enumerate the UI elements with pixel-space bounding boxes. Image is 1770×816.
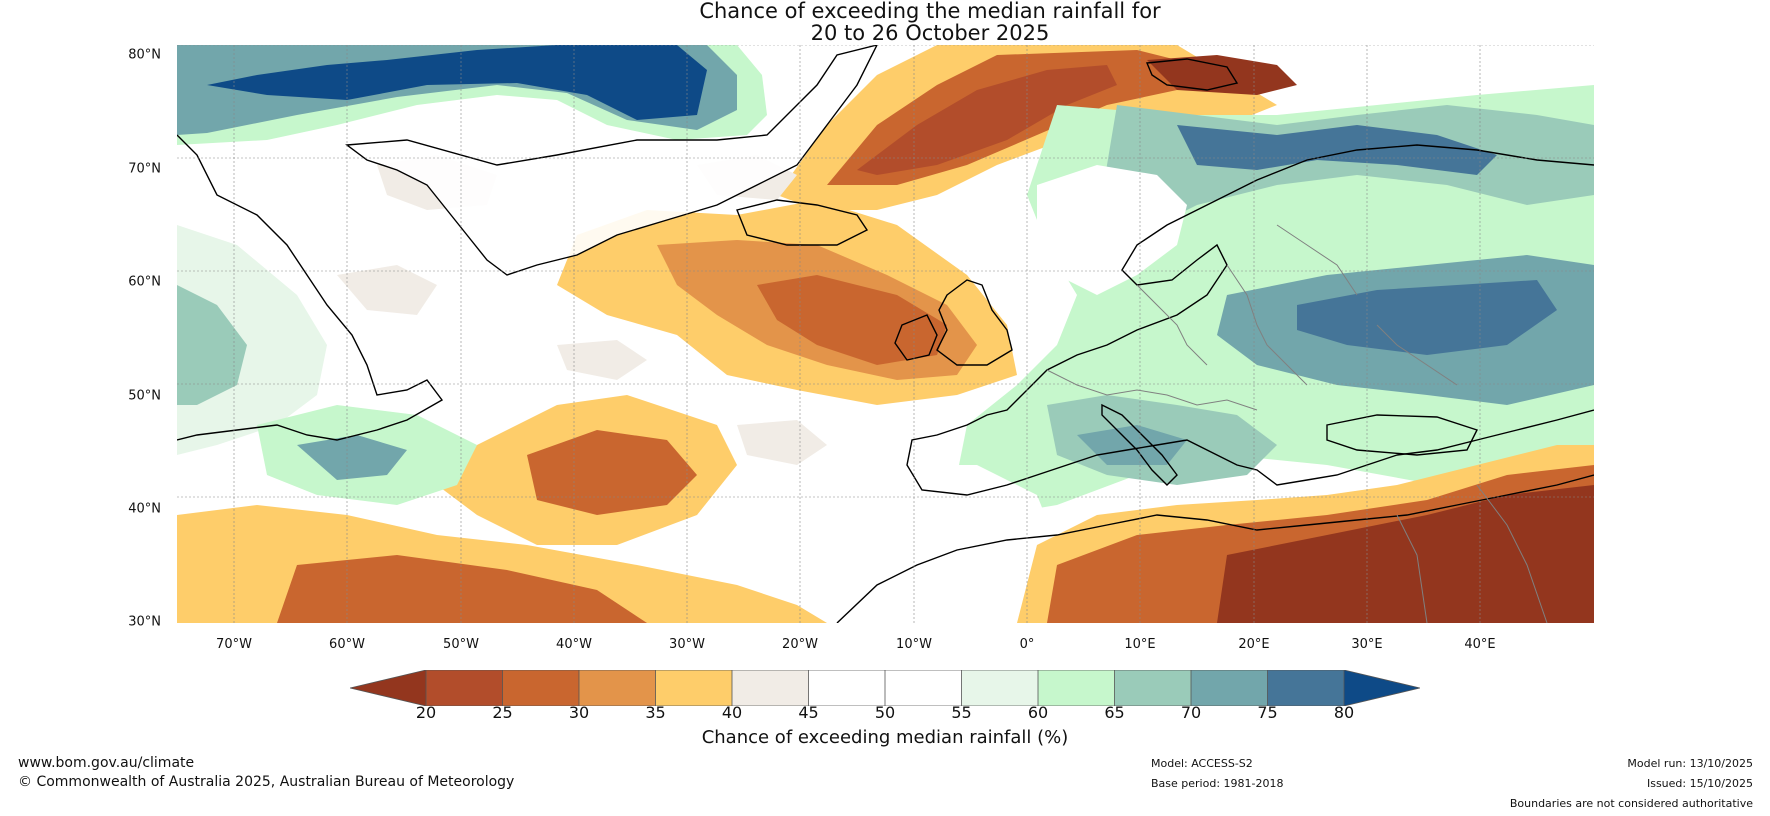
neutral-patch-5 bbox=[557, 340, 647, 380]
lowest-chance-region-middle-east bbox=[1217, 485, 1594, 623]
neutral-patch-3 bbox=[337, 265, 437, 315]
lowest-chance-region-barents bbox=[1147, 55, 1297, 95]
copyright-text: © Commonwealth of Australia 2025, Austra… bbox=[18, 774, 515, 790]
lat-label-70n: 70°N bbox=[128, 161, 161, 177]
lowest-chance-region-mid-atlantic bbox=[757, 275, 947, 365]
colorbar-segment-40-45 bbox=[732, 670, 809, 706]
colorbar-low-arrow bbox=[350, 670, 426, 706]
lon-label-70w: 70°W bbox=[216, 637, 252, 652]
colorbar-tick-65: 65 bbox=[1104, 703, 1125, 722]
neutral-region-central-europe bbox=[1037, 165, 1187, 295]
europe-coastline bbox=[906, 144, 1594, 496]
lower-chance-region-south bbox=[277, 555, 647, 623]
model-text: Model: ACCESS-S2 bbox=[1151, 757, 1253, 770]
iceland-coastline bbox=[736, 199, 869, 246]
colorbar-tick-20: 20 bbox=[415, 703, 437, 722]
great-britain-coastline bbox=[936, 279, 1013, 366]
lat-label-80n: 80°N bbox=[128, 47, 161, 63]
highest-chance-region-eastern-europe bbox=[1297, 280, 1557, 355]
neutral-patch-4 bbox=[737, 420, 827, 465]
map-title-line-2: 20 to 26 October 2025 bbox=[810, 21, 1050, 45]
colorbar-segment-35-40 bbox=[655, 670, 732, 706]
ireland-coastline bbox=[894, 314, 938, 361]
high-chance-region-labrador bbox=[177, 225, 327, 455]
issued-text: Issued: 15/10/2025 bbox=[1646, 777, 1753, 790]
greenland-coastline bbox=[345, 45, 878, 276]
model-run-text: Model run: 13/10/2025 bbox=[1627, 757, 1753, 770]
colorbar-segment-60-65 bbox=[1038, 670, 1115, 706]
lon-label-20w: 20°W bbox=[782, 637, 818, 652]
higher-chance-region-newfoundland bbox=[297, 435, 407, 480]
disclaimer-text: Boundaries are not considered authoritat… bbox=[1509, 797, 1753, 810]
italy-coastline bbox=[1101, 403, 1178, 486]
lower-chance-region-sw-atlantic bbox=[527, 430, 697, 515]
colorbar-segment-25-30 bbox=[502, 670, 579, 706]
colorbar-segment-20-25 bbox=[426, 670, 503, 706]
lon-label-10e: 10°E bbox=[1124, 637, 1156, 652]
colorbar-tick-35: 35 bbox=[645, 703, 666, 722]
north-america-coastline bbox=[177, 134, 444, 441]
colorbar-tick-70: 70 bbox=[1180, 703, 1202, 722]
base-period-text: Base period: 1981-2018 bbox=[1151, 777, 1284, 790]
colorbar-tick-45: 45 bbox=[798, 703, 819, 722]
colorbar-segment-75-80 bbox=[1267, 670, 1344, 706]
lon-label-40w: 40°W bbox=[556, 637, 592, 652]
lon-label-40e: 40°E bbox=[1464, 637, 1496, 652]
lon-label-10w: 10°W bbox=[896, 637, 932, 652]
colorbar-tick-50: 50 bbox=[874, 703, 896, 722]
colorbar bbox=[350, 670, 1420, 706]
colorbar-tick-55: 55 bbox=[951, 703, 972, 722]
colorbar-segment-55-60 bbox=[961, 670, 1038, 706]
colorbar-tick-75: 75 bbox=[1257, 703, 1278, 722]
website-link[interactable]: www.bom.gov.au/climate bbox=[18, 755, 195, 771]
lon-label-30w: 30°W bbox=[669, 637, 705, 652]
map-title-line-1: Chance of exceeding the median rainfall … bbox=[699, 0, 1161, 23]
lon-label-60w: 60°W bbox=[329, 637, 365, 652]
highest-chance-region-baffin bbox=[207, 45, 707, 120]
lat-label-50n: 50°N bbox=[128, 388, 161, 404]
lon-label-20e: 20°E bbox=[1238, 637, 1270, 652]
colorbar-tick-40: 40 bbox=[721, 703, 743, 722]
colorbar-high-arrow bbox=[1344, 670, 1420, 706]
black-sea-coastline bbox=[1326, 414, 1478, 456]
lon-label-50w: 50°W bbox=[443, 637, 479, 652]
north-africa-coastline bbox=[836, 474, 1594, 623]
colorbar-segment-45-50 bbox=[808, 670, 885, 706]
colorbar-tick-25: 25 bbox=[492, 703, 513, 722]
colorbar-segment-50-55 bbox=[885, 670, 962, 706]
lat-label-30n: 30°N bbox=[128, 614, 161, 630]
colorbar-tick-80: 80 bbox=[1333, 703, 1355, 722]
colorbar-segment-70-75 bbox=[1191, 670, 1268, 706]
svalbard-coastline bbox=[1145, 58, 1239, 91]
rainfall-map-canvas bbox=[177, 45, 1594, 623]
rainfall-map bbox=[177, 45, 1594, 623]
country-borders bbox=[1046, 224, 1548, 623]
colorbar-tick-30: 30 bbox=[568, 703, 590, 722]
colorbar-segment-65-70 bbox=[1114, 670, 1191, 706]
lat-label-60n: 60°N bbox=[128, 274, 161, 290]
gridlines bbox=[177, 45, 1594, 623]
neutral-region-north-africa bbox=[817, 465, 1057, 605]
lat-label-40n: 40°N bbox=[128, 501, 161, 517]
lowest-chance-region-norwegian-sea bbox=[857, 65, 1117, 175]
lon-label-30e: 30°E bbox=[1351, 637, 1383, 652]
lon-label-0: 0° bbox=[1019, 637, 1035, 652]
colorbar-label: Chance of exceeding median rainfall (%) bbox=[701, 727, 1069, 748]
higher-chance-region-labrador bbox=[177, 285, 247, 405]
highest-chance-region-scandinavia bbox=[1177, 125, 1497, 175]
colorbar-segment-30-35 bbox=[579, 670, 656, 706]
colorbar-tick-60: 60 bbox=[1027, 703, 1049, 722]
